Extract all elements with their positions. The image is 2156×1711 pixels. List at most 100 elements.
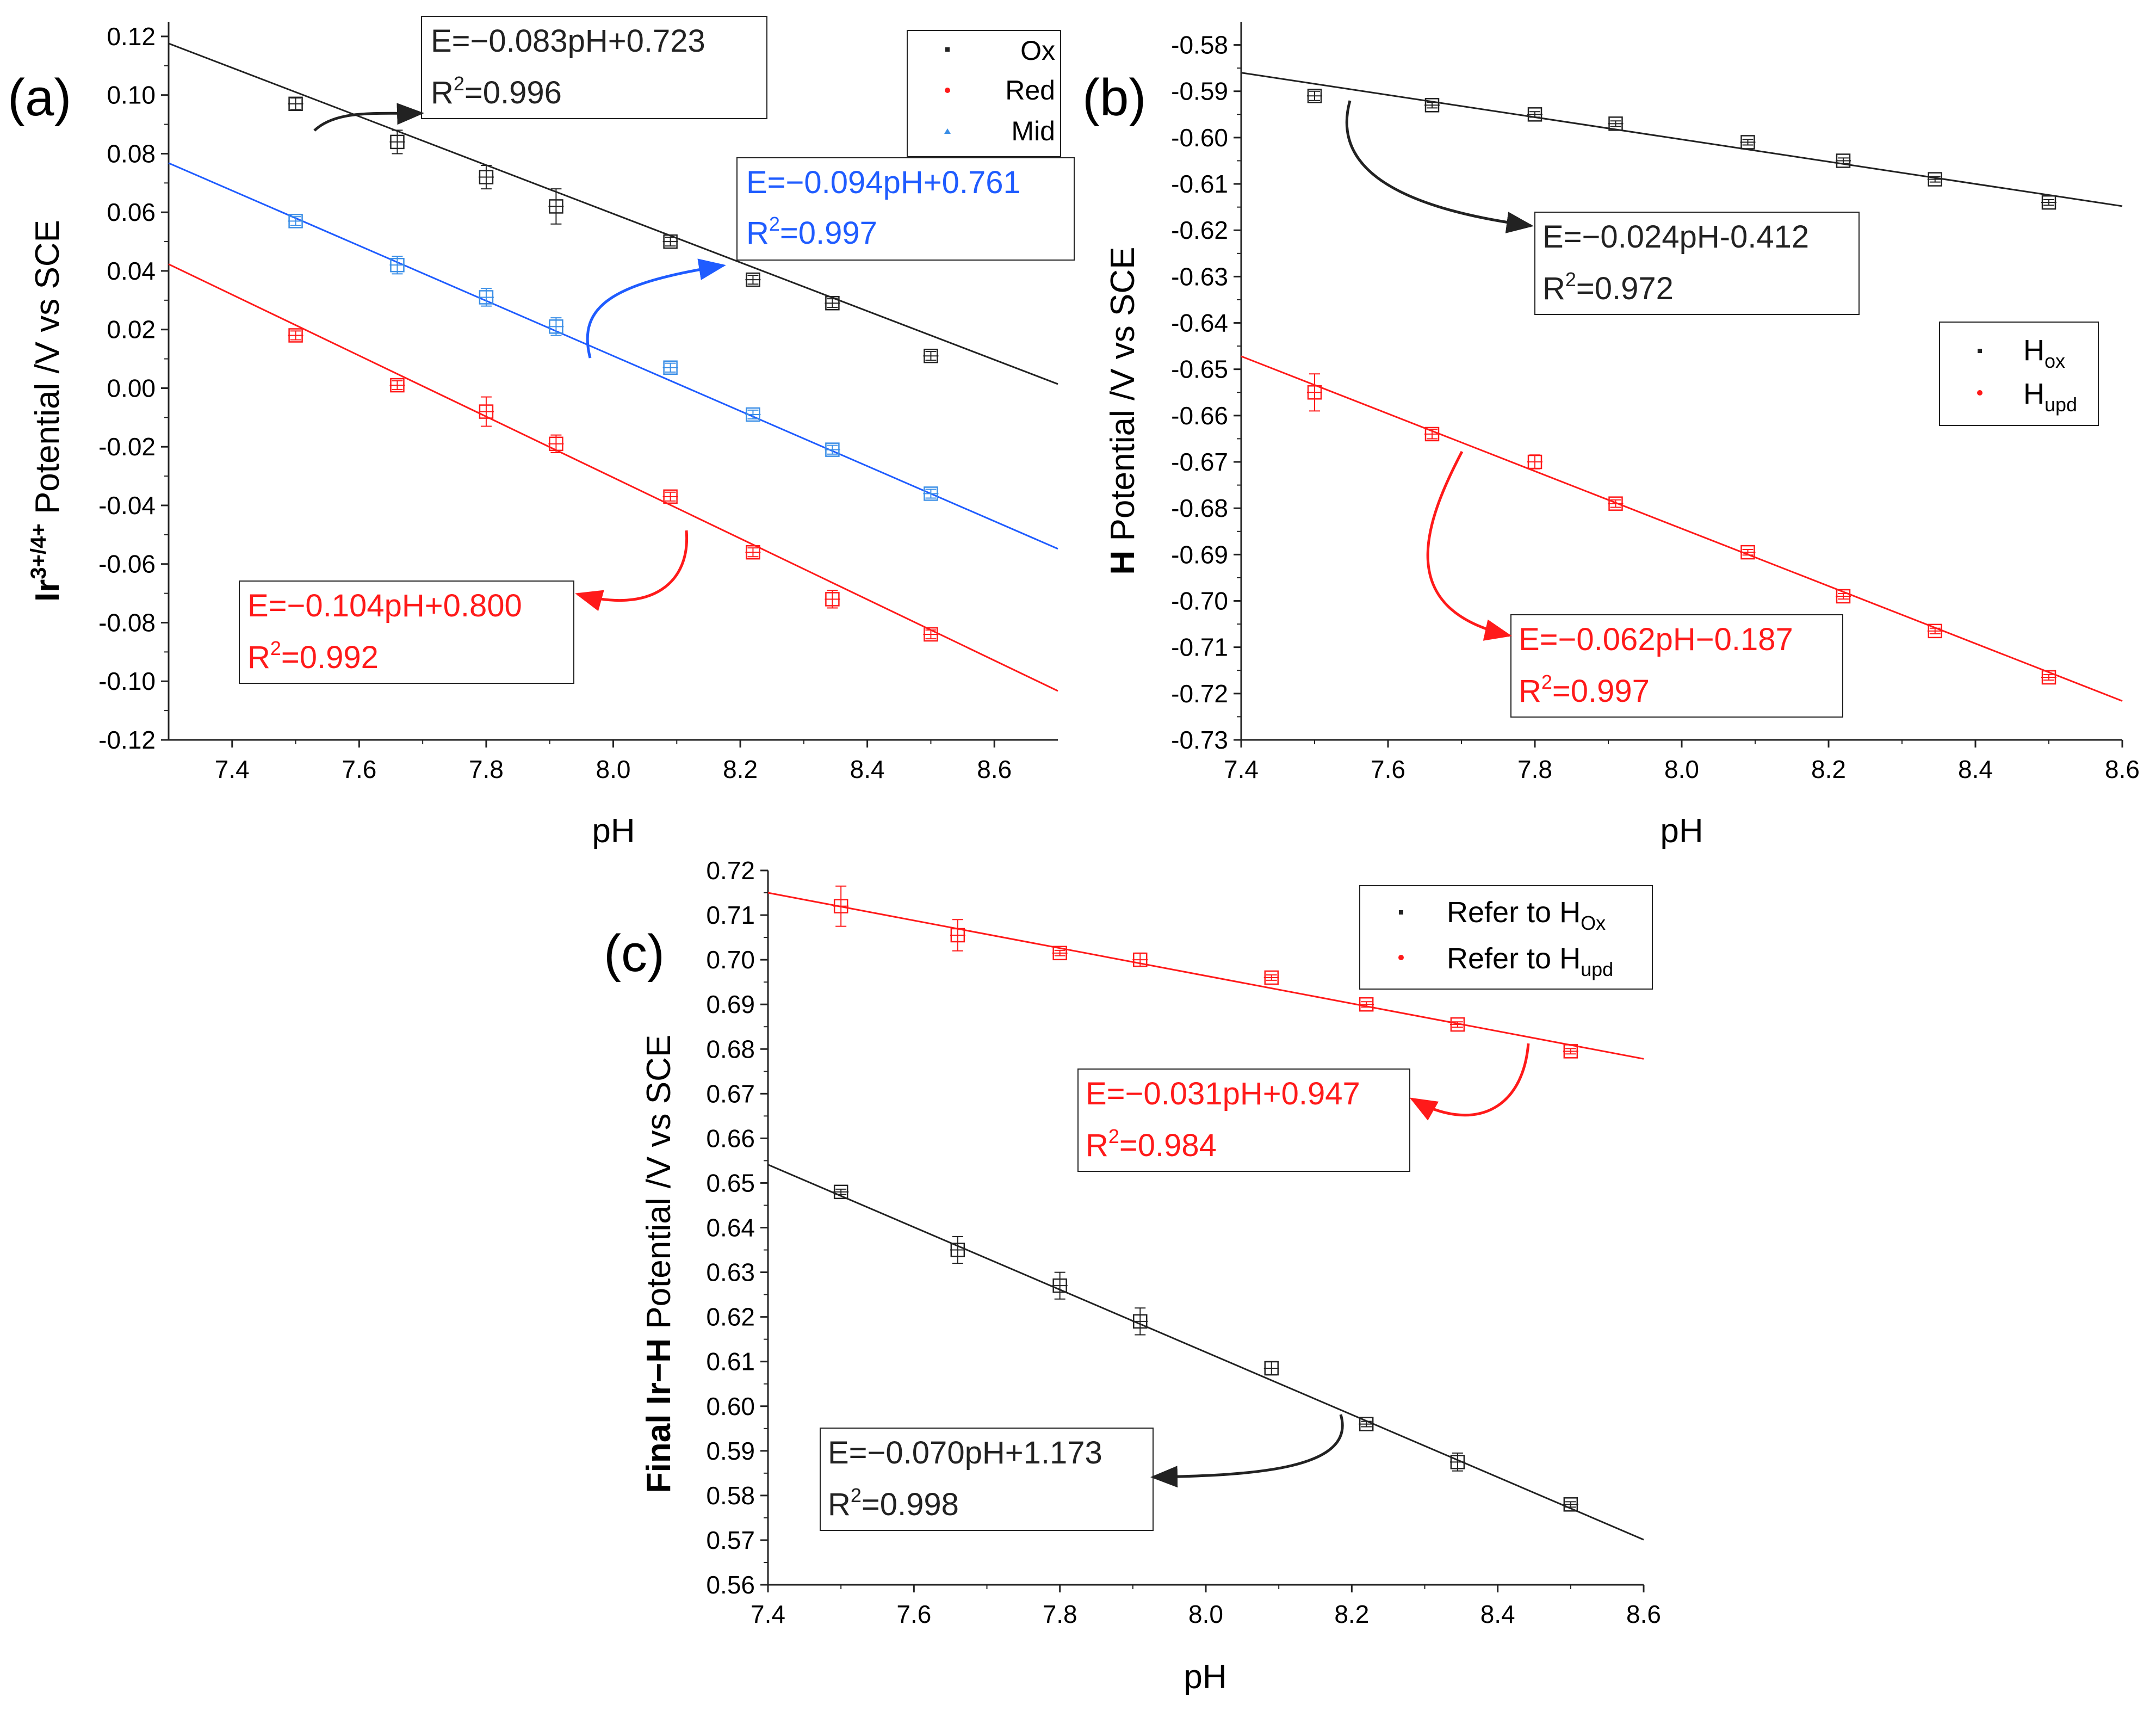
data-point: [1527, 107, 1542, 122]
error-bar: [662, 491, 678, 502]
y-axis-label: Final Ir−H Potential /V vs SCE: [640, 1035, 678, 1493]
y-tick-label: 0.64: [706, 1214, 755, 1242]
error-bar: [288, 97, 303, 110]
x-tick-label: 7.4: [751, 1600, 785, 1628]
data-point: [1359, 1417, 1374, 1431]
error-bar: [1263, 1361, 1279, 1376]
annotation-equation: E=−0.024pH-0.412: [1542, 219, 1809, 255]
x-axis-label: pH: [1660, 812, 1703, 850]
annotation-red: E=−0.104pH+0.800 R2=0.992: [239, 530, 689, 684]
y-tick-label: -0.67: [1171, 448, 1228, 476]
y-tick-label: -0.08: [98, 608, 156, 637]
data-point: [288, 96, 303, 112]
annotation-hox: E=−0.024pH-0.412 R2=0.972: [1345, 100, 1860, 315]
x-tick-label: 8.2: [723, 755, 758, 783]
arrow: [313, 103, 424, 132]
panel-c: (c) 7.4 7.6 7.8 8.0 8.2 8.4 8.6 0.56 0.57 0.58 0.5…: [604, 856, 1661, 1696]
error-bar: [833, 1188, 849, 1195]
error-bar: [1836, 592, 1851, 600]
annotation-equation: E=−0.083pH+0.723: [431, 23, 705, 59]
x-tick-label: 7.8: [1043, 1600, 1077, 1628]
data-point: [479, 170, 494, 184]
data-point: [2041, 670, 2056, 685]
y-tick-label: -0.65: [1171, 355, 1228, 384]
y-tick-label: 0.00: [107, 374, 156, 402]
annotation-r2: R2=0.984: [1086, 1125, 1217, 1163]
data-point: [1836, 589, 1851, 604]
panel-label: (c): [604, 924, 665, 983]
annotation-r2: R2=0.998: [828, 1484, 959, 1522]
legend-label-ox: Ox: [1020, 35, 1055, 66]
fit-line: [767, 892, 1644, 1060]
error-bar: [2041, 199, 2056, 206]
data-point: [549, 436, 563, 452]
error-bar: [745, 275, 761, 285]
error-bar: [1740, 548, 1756, 556]
error-bar: [548, 188, 564, 225]
data-point: [1264, 1361, 1279, 1376]
y-tick-label: 0.69: [706, 990, 755, 1018]
y-tick-label: 0.67: [706, 1079, 755, 1108]
y-tick-label: -0.71: [1171, 633, 1228, 662]
y-tick-label: 0.59: [706, 1437, 755, 1465]
y-tick-label: 0.06: [107, 198, 156, 226]
arrow: [586, 258, 726, 359]
panel-a: (a) 7.4 7.6 7.8 8.0 8.2 8.4 8.6 -0.12 -0.10 -0.08…: [8, 16, 1075, 850]
annotation-r2: R2=0.996: [431, 72, 562, 110]
data-point: [924, 348, 938, 363]
legend: Ox Red Mid: [907, 30, 1061, 157]
x-axis-label: pH: [1184, 1658, 1226, 1696]
error-bar: [923, 629, 939, 640]
error-bar: [1527, 454, 1542, 470]
data-point: [1307, 385, 1322, 400]
data-point: [1527, 454, 1542, 470]
y-tick-label: -0.69: [1171, 540, 1228, 569]
error-bar: [478, 165, 494, 190]
data-point: [1052, 946, 1067, 961]
data-point: [1740, 135, 1755, 150]
error-bar: [1359, 1001, 1374, 1008]
y-tick-label: 0.63: [706, 1258, 755, 1287]
x-tick-label: 7.6: [1371, 755, 1405, 783]
y-tick-label: 0.65: [706, 1169, 755, 1197]
y-tick-label: 0.10: [107, 81, 156, 109]
y-tick-label: -0.63: [1171, 262, 1228, 291]
error-bar: [833, 885, 849, 927]
legend-marker-hupd: [1398, 955, 1404, 960]
error-bar: [745, 409, 761, 420]
y-tick-label: 0.68: [706, 1035, 755, 1063]
x-tick-label: 8.4: [1480, 1600, 1515, 1628]
error-bar: [1052, 1271, 1068, 1300]
y-tick-label: 0.60: [706, 1392, 755, 1420]
fit-line: [168, 162, 1058, 550]
x-axis-label: pH: [592, 812, 635, 850]
error-bar: [1424, 102, 1440, 109]
y-tick-label: -0.64: [1171, 309, 1228, 337]
y-tick-label: -0.66: [1171, 402, 1228, 430]
y-tick-label: -0.10: [98, 667, 156, 695]
error-bar: [1608, 499, 1624, 508]
error-bar: [2041, 674, 2056, 681]
legend-label-mid: Mid: [1011, 116, 1055, 146]
y-tick-label: -0.12: [98, 726, 156, 754]
y-tick-label: 0.71: [706, 901, 755, 929]
y-tick-label: -0.58: [1171, 31, 1228, 59]
x-tick-label: 7.6: [342, 755, 376, 783]
x-tick-label: 8.2: [1334, 1600, 1369, 1628]
legend-marker-red: [945, 88, 950, 93]
x-tick-label: 7.8: [469, 755, 504, 783]
data-point: [1928, 623, 1942, 639]
error-bar: [1307, 373, 1322, 412]
error-bar: [1132, 1307, 1148, 1336]
data-point: [390, 134, 405, 150]
data-point: [663, 360, 678, 375]
annotation-equation: E=−0.070pH+1.173: [828, 1435, 1102, 1471]
x-tick-label: 7.8: [1517, 755, 1552, 783]
annotation-hupd: E=−0.062pH−0.187 R2=0.997: [1426, 450, 1843, 718]
y-tick-label: 0.12: [107, 22, 156, 51]
error-bar: [1927, 176, 1943, 183]
x-tick-label: 8.0: [1188, 1600, 1223, 1628]
y-tick-label: 0.02: [107, 316, 156, 344]
annotation-equation: E=−0.104pH+0.800: [247, 588, 522, 623]
